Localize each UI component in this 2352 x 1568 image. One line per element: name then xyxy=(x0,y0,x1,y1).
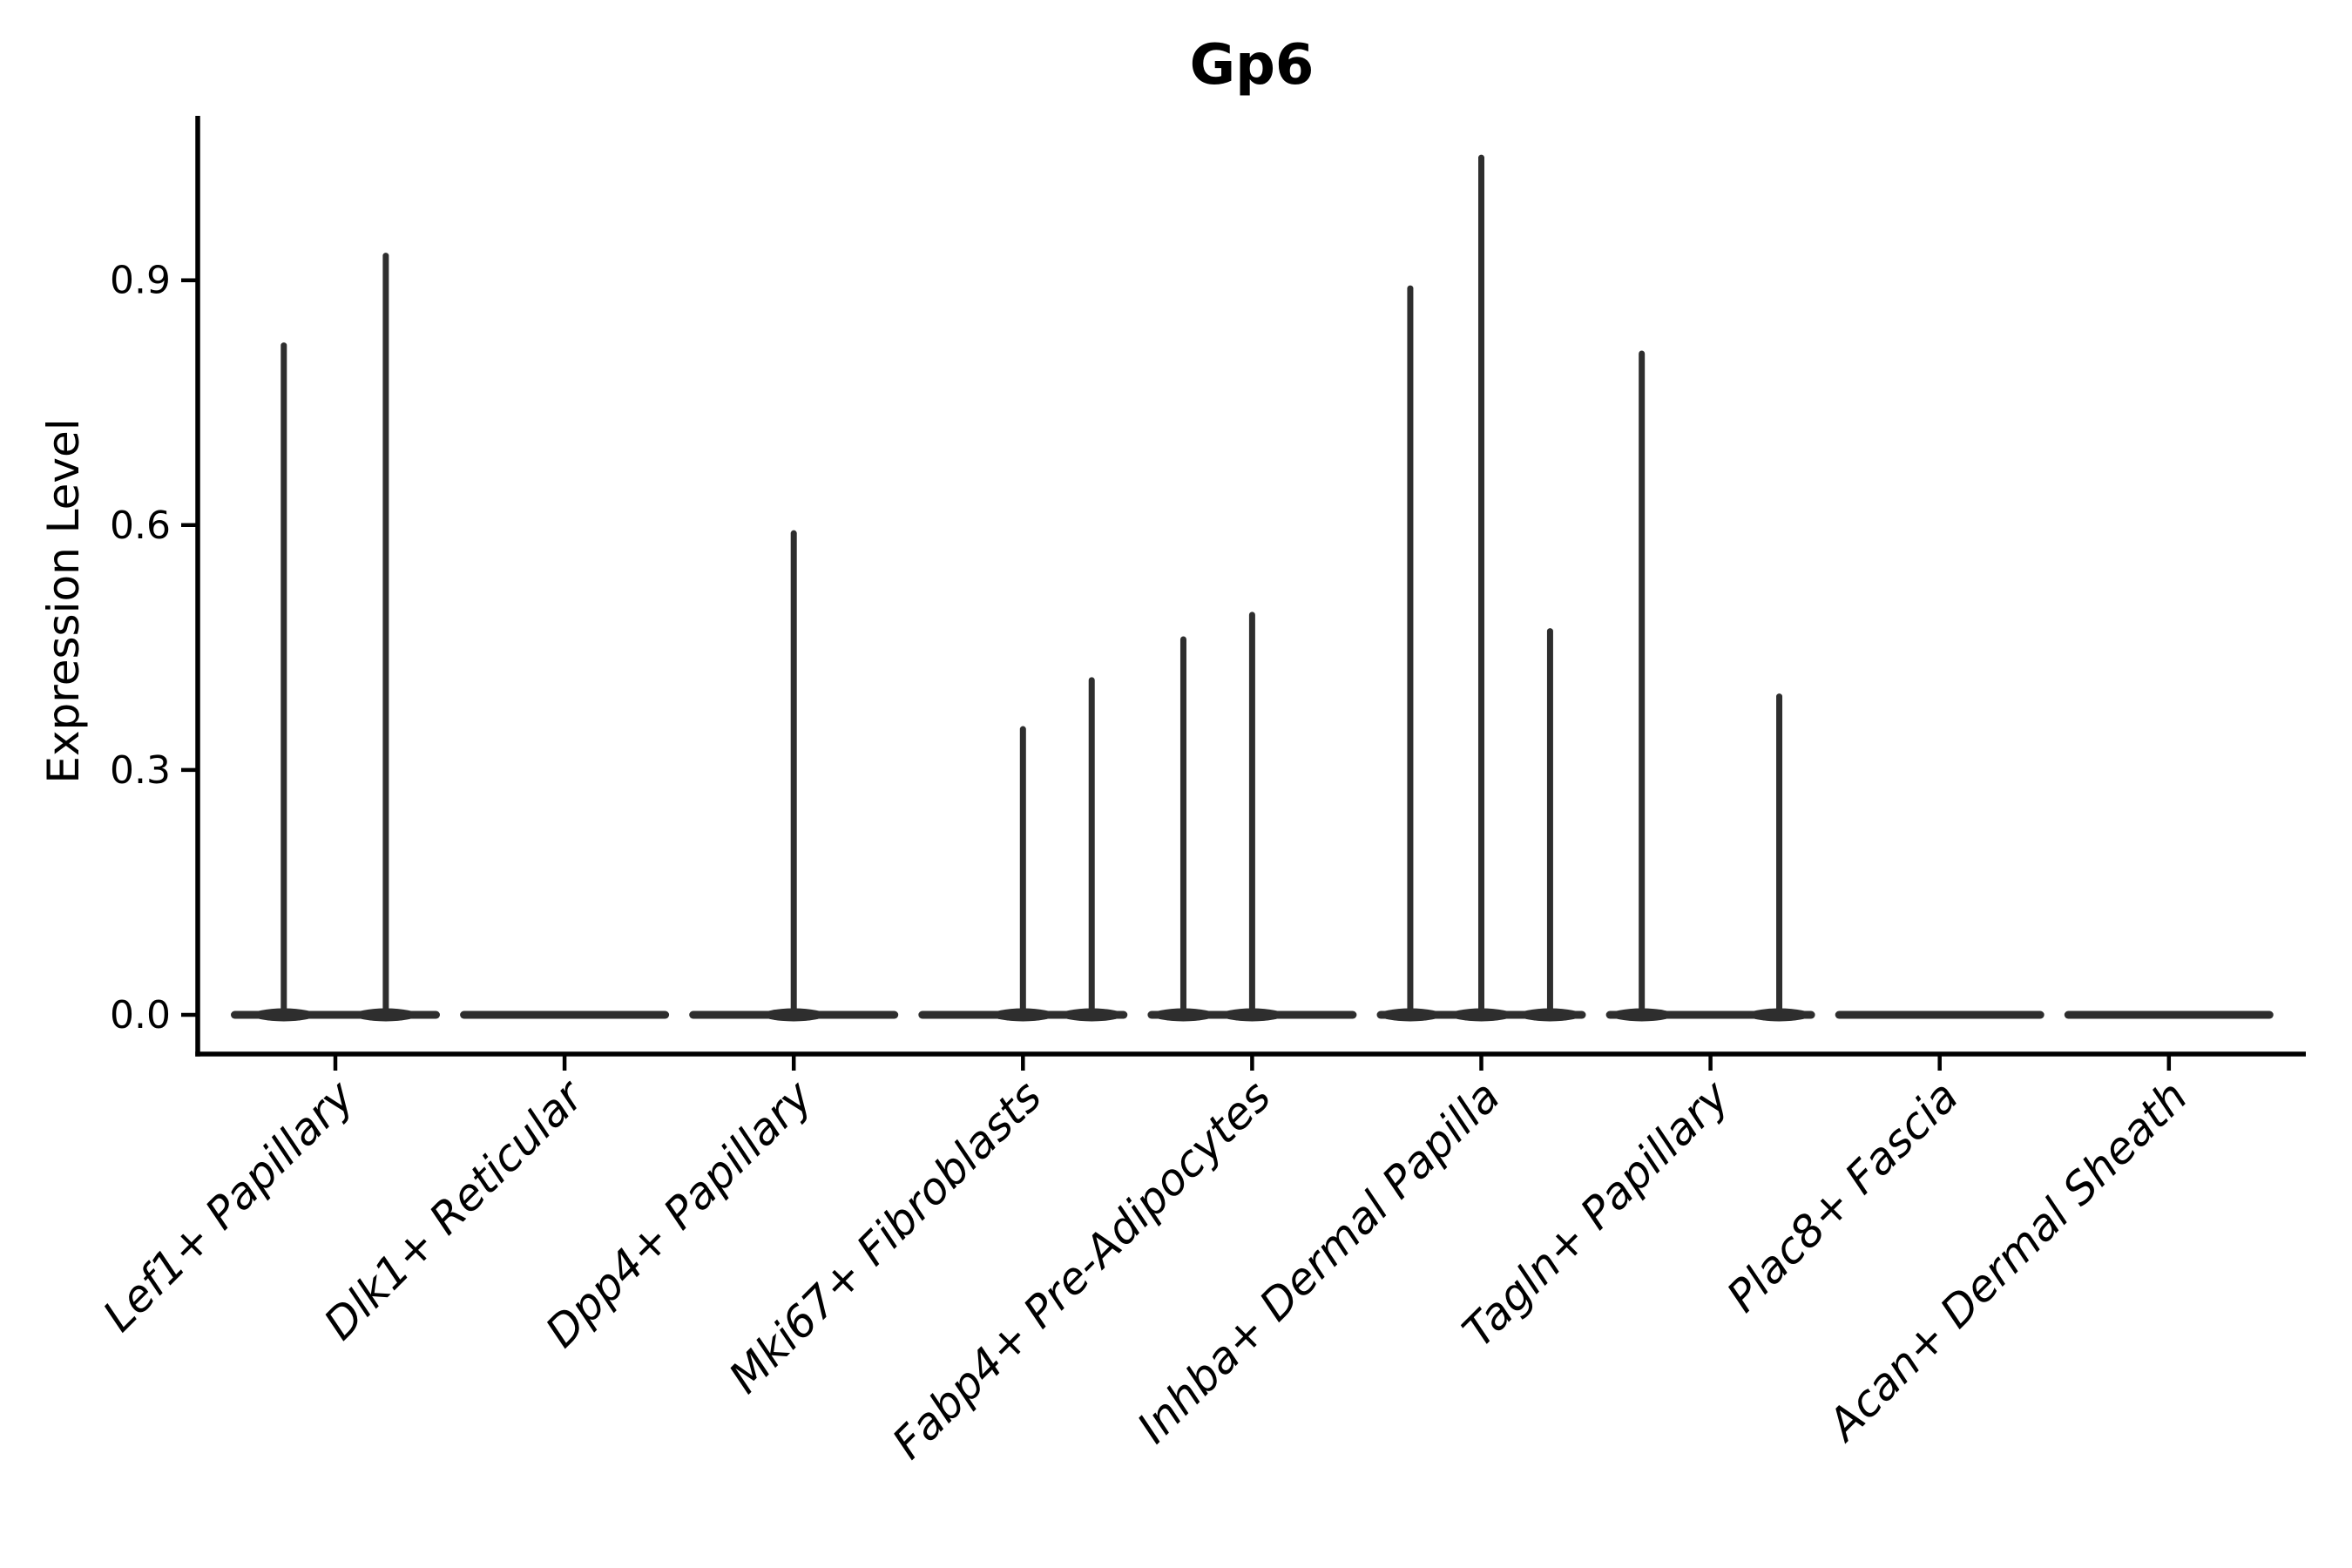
violin-baseline xyxy=(2064,1010,2274,1019)
violin-0 xyxy=(231,253,440,1022)
violin-5 xyxy=(1376,154,1586,1022)
chart-title: Gp6 xyxy=(1190,33,1315,98)
y-tick-label: 0.9 xyxy=(110,259,171,303)
violin-1 xyxy=(460,1010,670,1019)
violin-baseline xyxy=(1835,1010,2044,1019)
violin-2 xyxy=(689,530,899,1022)
y-tick-label: 0.3 xyxy=(110,748,171,793)
y-tick-label: 0.0 xyxy=(110,993,171,1037)
y-axis-label: Expression Level xyxy=(38,418,89,783)
violin-3 xyxy=(918,677,1128,1022)
violin-4 xyxy=(1147,612,1357,1022)
violin-8 xyxy=(2064,1010,2274,1019)
violin-6 xyxy=(1605,350,1815,1022)
violin-7 xyxy=(1835,1010,2044,1019)
violin-baseline xyxy=(460,1010,670,1019)
y-tick-label: 0.6 xyxy=(110,504,171,548)
